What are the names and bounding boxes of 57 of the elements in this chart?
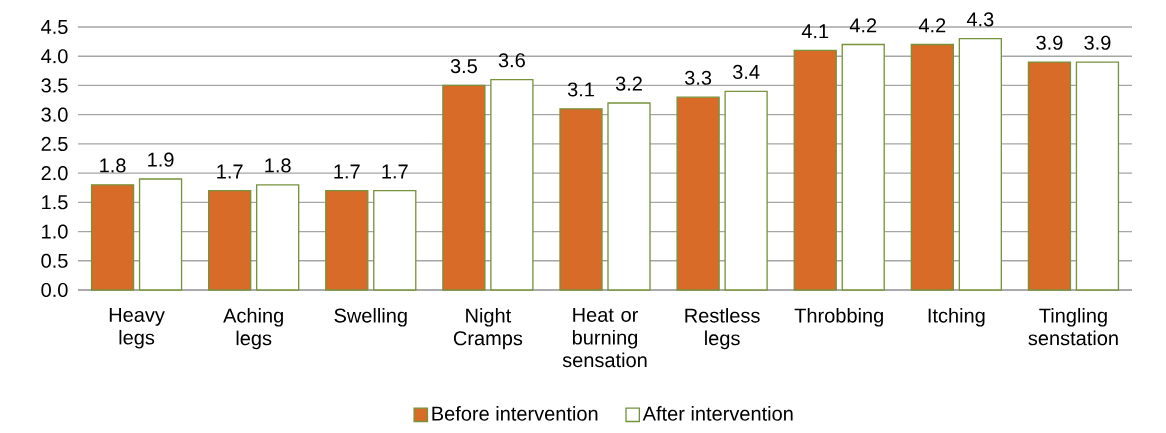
data-label: 3.4 <box>732 64 760 80</box>
bar <box>793 49 837 291</box>
bar <box>373 189 417 291</box>
bar <box>1075 61 1120 291</box>
x-tick-label: Night Cramps <box>453 307 523 350</box>
y-tick-label: 0.5 <box>41 253 68 268</box>
data-label: 3.5 <box>450 59 477 74</box>
bar <box>958 38 1003 291</box>
data-label: 3.3 <box>684 70 712 85</box>
y-tick-label: 2.5 <box>41 136 68 151</box>
x-tick-label: Heat or burning sensation <box>562 307 647 368</box>
bar <box>138 178 183 291</box>
y-tick-label: 1.0 <box>42 224 68 239</box>
data-label: 1.8 <box>100 158 126 173</box>
bar <box>256 184 300 291</box>
y-tick-label: 2.0 <box>41 166 68 181</box>
bar <box>442 84 486 291</box>
bar <box>208 189 252 291</box>
data-label: 3.1 <box>567 82 594 97</box>
data-label: 4.2 <box>849 18 877 33</box>
bar <box>559 108 603 291</box>
x-tick-label: Itching <box>928 307 985 327</box>
y-tick-label: 4.5 <box>41 20 68 34</box>
x-tick-label: Swelling <box>334 307 407 327</box>
data-label: 4.3 <box>966 12 994 27</box>
bar <box>724 90 768 291</box>
y-tick-label: 3.5 <box>41 78 68 93</box>
bar <box>841 43 885 291</box>
x-tick-label: Tingling senstation <box>1028 307 1118 346</box>
bar <box>325 189 369 291</box>
x-tick-label: Heavy legs <box>109 307 165 349</box>
y-tick-label: 3.0 <box>41 107 68 122</box>
y-tick-label: 1.5 <box>42 195 68 210</box>
legend-label: Before intervention <box>432 406 598 421</box>
x-tick-label: Aching legs <box>223 307 283 350</box>
data-label: 1.9 <box>148 152 174 167</box>
y-tick-label: 0.0 <box>41 282 68 298</box>
bar <box>90 184 135 291</box>
legend-label: After intervention <box>642 406 793 421</box>
data-label: 4.2 <box>918 18 946 33</box>
x-tick-label: Throbbing <box>794 307 883 327</box>
data-label: 1.7 <box>334 164 360 179</box>
bar <box>910 43 955 291</box>
data-label: 3.6 <box>498 53 525 68</box>
data-label: 1.8 <box>265 158 291 173</box>
bar <box>607 102 651 291</box>
data-label: 3.2 <box>615 76 642 91</box>
data-label: 3.9 <box>1084 35 1111 50</box>
data-label: 1.7 <box>217 164 243 179</box>
data-label: 4.1 <box>801 24 829 39</box>
bar <box>490 78 534 291</box>
data-label: 1.7 <box>382 164 408 179</box>
y-tick-label: 4.0 <box>41 49 68 64</box>
bar <box>676 96 720 291</box>
bar <box>1027 61 1072 291</box>
x-tick-label: Restless legs <box>685 307 760 350</box>
data-label: 3.9 <box>1036 35 1063 50</box>
